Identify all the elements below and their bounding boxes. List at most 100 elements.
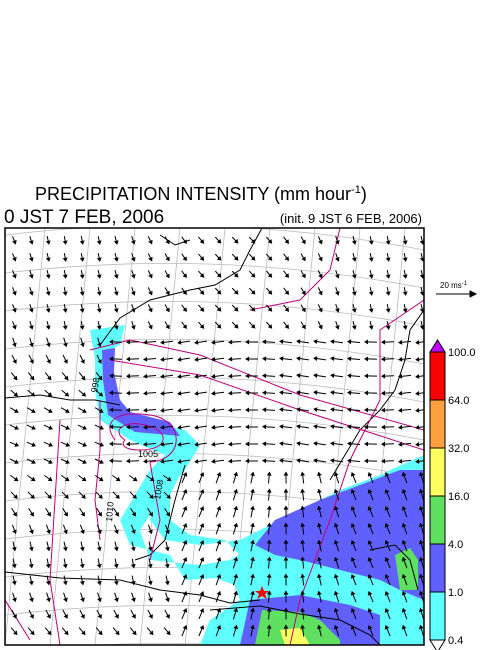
wind-arrow-head: [313, 441, 318, 446]
wind-arrow-head: [97, 359, 102, 364]
wind-arrow-head: [148, 307, 153, 313]
wind-arrow-head: [45, 563, 51, 569]
wind-arrow-head: [62, 274, 68, 279]
wind-arrow-head: [182, 574, 188, 579]
wind-arrow-head: [12, 256, 17, 262]
wind-arrow-head: [233, 488, 238, 494]
wind-arrow-head: [233, 255, 239, 261]
wind-arrow-head: [381, 424, 386, 430]
title-text: PRECIPITATION INTENSITY (mm hour: [35, 184, 351, 204]
wind-arrow-head: [350, 574, 356, 579]
wind-arrow-head: [385, 325, 391, 330]
wind-arrow-head: [384, 540, 390, 545]
wind-arrow-head: [48, 408, 53, 413]
wind-arrow-head: [402, 308, 408, 313]
wind-arrow-head: [267, 307, 273, 312]
wind-arrow-head: [165, 529, 170, 535]
wind-arrow-head: [11, 563, 17, 569]
wind-arrow-head: [182, 625, 188, 630]
wind-arrow-head: [279, 356, 284, 362]
wind-arrow-head: [267, 256, 273, 261]
wind-arrow-head: [115, 630, 120, 636]
wind-arrow-head: [147, 580, 153, 586]
wind-arrow-head: [182, 557, 188, 562]
colorbar-label: 64.0: [448, 395, 469, 407]
wind-arrow-head: [63, 359, 68, 364]
wind-arrow-head: [300, 488, 306, 493]
wind-arrow-head: [351, 257, 357, 262]
wind-arrow-head: [99, 459, 104, 464]
wind-arrow-head: [62, 580, 68, 586]
wind-arrow-head: [233, 289, 239, 295]
wind-arrow-head: [381, 339, 386, 345]
wind-arrow-head: [62, 546, 68, 552]
wind-arrow-head: [384, 557, 390, 562]
wind-arrow-head: [301, 239, 306, 245]
wind-arrow-head: [194, 357, 199, 362]
wind-arrow-head: [131, 511, 136, 517]
wind-arrow-head: [364, 424, 369, 430]
wind-arrow-head: [333, 471, 339, 477]
wind-arrow-head: [148, 529, 153, 535]
wind-arrow-head: [419, 624, 424, 630]
meridian: [94, 228, 136, 645]
wind-arrow-head: [46, 614, 51, 619]
wind-arrow-head: [317, 607, 322, 613]
wind-arrow-head: [401, 573, 407, 579]
wind-arrow-head: [250, 556, 255, 562]
wind-arrow-head: [164, 580, 170, 586]
wind-arrow-head: [296, 339, 301, 344]
wind-arrow-head: [351, 325, 357, 330]
wind-arrow-head: [199, 290, 205, 295]
wind-arrow-head: [419, 573, 424, 579]
wind-arrow-head: [82, 442, 87, 447]
wind-arrow-head: [335, 240, 340, 245]
wind-arrow-head: [99, 425, 104, 430]
wind-arrow-head: [317, 522, 322, 528]
wind-arrow-head: [182, 608, 188, 613]
wind-arrow-head: [182, 591, 188, 596]
wind-arrow-head: [216, 488, 222, 494]
wind-arrow-head: [262, 373, 267, 379]
wind-arrow-head: [182, 324, 187, 329]
wind-arrow-head: [12, 290, 17, 296]
wind-arrow-head: [96, 240, 102, 245]
wind-arrow-head: [350, 506, 356, 511]
wind-arrow-head: [364, 373, 369, 379]
wind-arrow-head: [114, 511, 119, 517]
wind-arrow-head: [199, 488, 205, 494]
wind-arrow-head: [165, 614, 170, 619]
colorbar-segment: [429, 591, 446, 641]
parallel: [5, 452, 424, 479]
wind-arrow-head: [132, 494, 137, 499]
wind-arrow-head: [385, 274, 391, 279]
wind-arrow-head: [350, 540, 356, 545]
wind-arrow-head: [313, 390, 318, 395]
wind-arrow-head: [194, 374, 199, 379]
wind-arrow-head: [296, 424, 301, 429]
wind-arrow-head: [384, 625, 390, 630]
parallel: [5, 262, 424, 289]
wind-arrow-head: [300, 471, 306, 476]
wind-arrow-head: [347, 373, 352, 379]
wind-arrow-head: [47, 392, 53, 397]
wind-arrow-head: [14, 425, 19, 430]
wind-arrow-head: [211, 356, 216, 362]
wind-arrow-head: [262, 441, 267, 447]
wind-arrow-head: [401, 556, 407, 562]
wind-arrow-head: [216, 290, 222, 295]
wind-arrow-head: [300, 539, 306, 544]
wind-arrow-head: [97, 597, 102, 603]
colorbar-segment: [429, 447, 446, 497]
wind-arrow-head: [166, 630, 171, 636]
wind-arrow-head: [126, 441, 131, 447]
wind-arrow-head: [148, 290, 153, 296]
wind-arrow-head: [313, 424, 318, 429]
wind-arrow-head: [283, 607, 289, 612]
wind-arrow-head: [250, 307, 256, 312]
wind-arrow-head: [317, 471, 322, 477]
wind-arrow-head: [279, 373, 284, 379]
wind-arrow-head: [30, 630, 35, 636]
wind-arrow-head: [384, 506, 390, 511]
wind-arrow-head: [266, 573, 272, 578]
